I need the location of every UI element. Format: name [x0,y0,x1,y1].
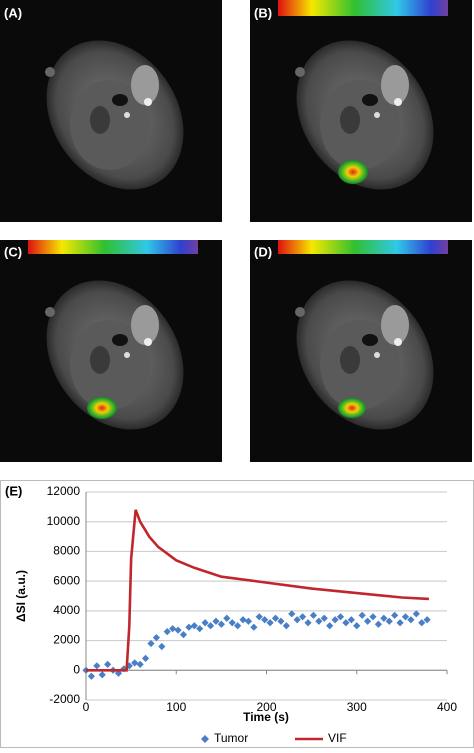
legend-marker [201,735,209,743]
data-point [353,622,361,630]
data-point [266,619,274,627]
x-axis-title: Time (s) [243,710,289,724]
data-point [136,660,144,668]
data-point [201,619,209,627]
y-axis-title: ΔSI (a.u.) [14,570,28,622]
data-point [104,660,112,668]
data-point [152,634,160,642]
data-point [250,623,258,631]
legend-label: VIF [328,731,347,745]
panel-d [250,240,472,462]
data-point [363,617,372,625]
data-point [174,626,182,634]
data-point [331,616,339,624]
data-point [196,625,204,633]
panel-label: (C) [4,244,22,259]
panel-label: (D) [254,244,272,259]
data-point [282,622,290,630]
panel-a [0,0,222,222]
y-tick-label: 2000 [53,633,80,647]
data-point [423,616,431,624]
data-point [158,642,166,651]
data-point [374,620,383,628]
data-point [179,631,188,639]
data-point [385,617,393,625]
data-point [120,665,128,673]
data-point [304,619,312,627]
legend-label: Tumor [214,731,248,745]
data-line [86,509,430,672]
panel-b [250,0,472,222]
data-point [244,617,253,625]
data-point [315,617,323,625]
panel-label: (A) [4,5,22,20]
data-point [309,611,318,619]
data-point [391,611,399,619]
data-point [239,616,247,624]
data-point [293,616,301,624]
data-point [358,611,366,619]
x-tick-label: 0 [83,700,90,714]
data-point [223,614,231,622]
data-point [212,617,220,625]
data-point [190,622,198,630]
data-point [98,671,106,679]
data-point [401,613,410,621]
data-point [147,639,155,648]
data-point [261,616,269,624]
y-tick-label: 12000 [47,484,81,498]
data-point [299,613,307,621]
data-point [206,622,215,630]
data-point [407,616,415,624]
data-point [418,619,426,627]
panel-label: (E) [5,483,22,498]
data-point [336,613,345,621]
data-point [412,610,420,618]
tumor-overlay [87,397,117,419]
data-point [185,623,193,631]
x-tick-label: 400 [437,700,457,714]
x-tick-label: 100 [166,700,186,714]
data-point [217,620,225,628]
data-point [163,628,171,636]
data-point [169,625,177,633]
data-point [369,613,377,621]
data-point [271,614,280,622]
data-point [380,614,388,622]
data-point [131,659,139,667]
data-point [93,662,101,670]
tumor-overlay [338,160,368,184]
x-tick-label: 300 [347,700,367,714]
data-point [228,619,236,627]
y-tick-label: 10000 [47,514,81,528]
y-tick-label: -2000 [49,692,80,706]
data-point [326,622,334,630]
data-point [396,619,404,627]
y-tick-label: 4000 [53,603,80,617]
x-tick-label: 200 [256,700,276,714]
data-point [347,616,355,624]
data-point [288,610,296,618]
panel-c [0,240,222,462]
tumor-overlay [338,398,366,418]
data-point [255,613,263,621]
panel-label: (B) [254,5,272,20]
y-tick-label: 0 [73,662,80,676]
data-point [320,614,328,622]
data-point [277,617,285,625]
data-point [141,654,150,662]
y-tick-label: 8000 [53,544,80,558]
data-point [342,619,350,627]
data-point [234,622,242,630]
y-tick-label: 6000 [53,573,80,587]
data-point [87,672,96,680]
